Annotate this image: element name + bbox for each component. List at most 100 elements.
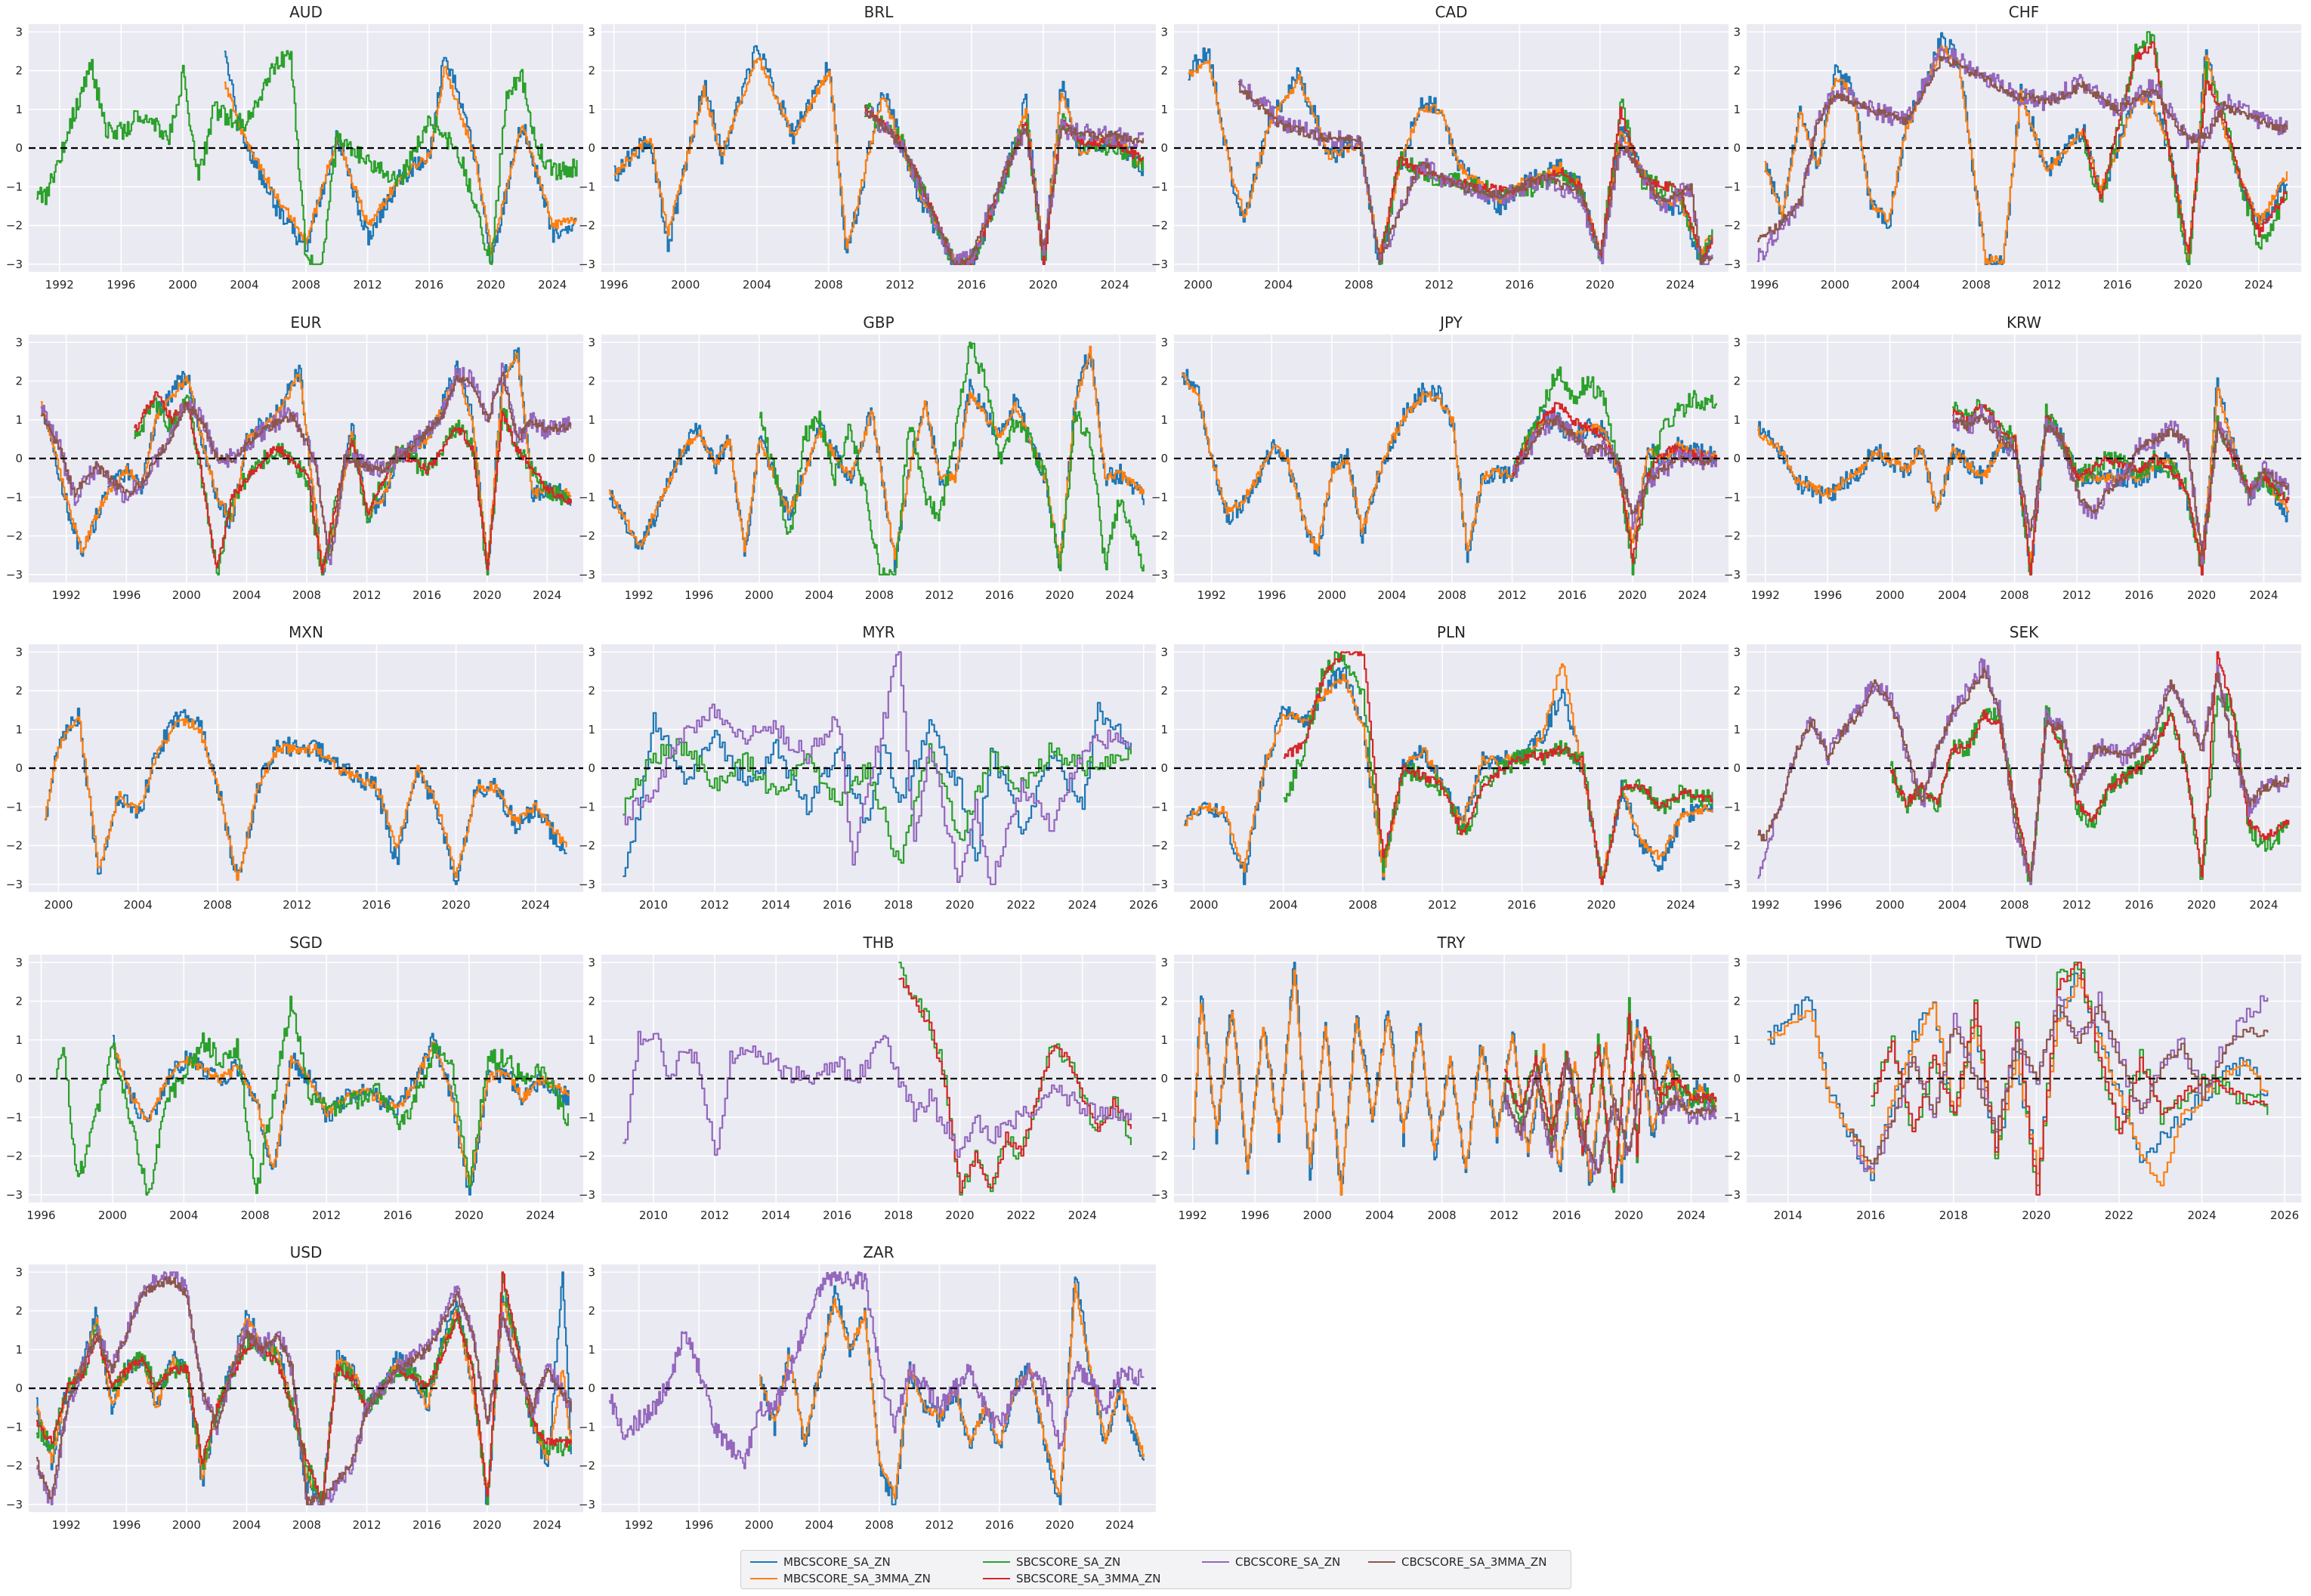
x-tick-label: 2020 [477, 278, 505, 292]
panel-title: ZAR [863, 1243, 894, 1261]
y-tick-label: −1 [1151, 490, 1168, 504]
y-tick-label: −3 [1151, 1188, 1168, 1202]
legend-label: MBCSCORE_SA_ZN [783, 1555, 891, 1569]
y-tick-label: 3 [15, 1265, 23, 1279]
panel-title: MXN [289, 623, 323, 641]
series-sbcscore-sa-zn [36, 50, 578, 265]
x-tick-label: 2000 [1821, 278, 1849, 292]
legend: MBCSCORE_SA_ZN MBCSCORE_SA_3MMA_ZN SBCSC… [740, 1550, 1571, 1589]
y-tick-label: −2 [579, 1459, 595, 1473]
legend-swatch [1202, 1561, 1229, 1563]
panel-gbp: −3 −2 −1 0 1 2 3 1992 1996 2000 2004 2008 2012 2016 20… [579, 313, 1156, 602]
legend-swatch [983, 1561, 1010, 1563]
series-sbcscore-sa-3mma-zn [134, 391, 572, 574]
x-tick-label: 2016 [823, 898, 851, 912]
legend-label: CBCSCORE_SA_3MMA_ZN [1401, 1555, 1547, 1569]
series-mbcscore-sa-3mma-zn [613, 57, 1145, 265]
y-tick-label: 0 [15, 141, 23, 155]
y-tick-label: 2 [588, 684, 595, 698]
panel-aud: −3 −2 −1 0 1 2 3 1992 1996 2000 2004 2008 2012 2016 20… [6, 3, 583, 292]
panel-title: TWD [2005, 934, 2041, 952]
y-tick-label: 0 [15, 761, 23, 775]
x-tick-label: 1996 [112, 1518, 141, 1532]
y-tick-label: 0 [1733, 452, 1741, 465]
series-cbcscore-sa-3mma-zn [1757, 668, 2290, 882]
x-tick-label: 2016 [383, 1209, 412, 1222]
x-tick-label: 2016 [415, 278, 443, 292]
series-cbcscore-sa-zn [1757, 47, 2288, 262]
x-tick-label: 2012 [2062, 898, 2091, 912]
y-tick-label: 3 [1160, 25, 1168, 39]
y-tick-label: −1 [6, 490, 23, 504]
y-tick-label: 1 [588, 1033, 595, 1047]
x-tick-label: 2008 [865, 1518, 894, 1532]
panel-brl: −3 −2 −1 0 1 2 3 1996 2000 2004 2008 2012 2016 2020 20… [579, 3, 1156, 292]
x-tick-label: 2024 [2249, 588, 2278, 602]
y-tick-label: 2 [1160, 995, 1168, 1008]
panel-usd: −3 −2 −1 0 1 2 3 1992 1996 2000 2004 2008 2012 2016 20… [6, 1243, 583, 1532]
x-tick-label: 2016 [985, 1518, 1014, 1532]
y-tick-label: 1 [1733, 103, 1741, 116]
series-sbcscore-sa-3mma-zn [1871, 962, 2269, 1196]
y-tick-label: 3 [588, 335, 595, 349]
x-tick-label: 2012 [352, 588, 381, 602]
x-tick-label: 2016 [2124, 588, 2153, 602]
series-sbcscore-sa-zn [1871, 962, 2269, 1187]
x-tick-label: 2004 [1377, 588, 1406, 602]
x-tick-label: 2024 [2249, 898, 2278, 912]
x-tick-label: 2020 [473, 588, 502, 602]
y-tick-label: 2 [588, 375, 595, 388]
y-tick-label: −2 [579, 529, 595, 543]
series-mbcscore-sa-3mma-zn [45, 716, 567, 881]
y-tick-label: 3 [1733, 25, 1741, 39]
y-tick-label: 3 [1733, 955, 1741, 969]
x-tick-label: 2000 [168, 278, 197, 292]
y-tick-label: −1 [6, 800, 23, 813]
x-tick-label: 1992 [1751, 588, 1780, 602]
y-tick-label: 3 [1160, 955, 1168, 969]
x-tick-label: 2008 [292, 1518, 321, 1532]
x-tick-label: 2012 [700, 898, 729, 912]
panel-title: EUR [290, 313, 321, 332]
x-tick-label: 2008 [1345, 278, 1373, 292]
y-tick-label: 2 [1160, 684, 1168, 698]
y-tick-label: 0 [588, 452, 595, 465]
x-tick-label: 2016 [1558, 588, 1586, 602]
y-tick-label: −3 [6, 1188, 23, 1202]
x-tick-label: 2016 [362, 898, 391, 912]
y-tick-label: −3 [579, 1498, 595, 1511]
panel-title: TRY [1436, 934, 1466, 952]
y-tick-label: −1 [579, 800, 595, 813]
y-tick-label: 3 [1733, 335, 1741, 349]
x-tick-label: 2020 [1587, 898, 1616, 912]
x-tick-label: 1996 [684, 1518, 713, 1532]
series-cbcscore-sa-3mma-zn [1504, 1045, 1717, 1174]
x-tick-label: 2012 [2032, 278, 2061, 292]
y-tick-label: 3 [588, 1265, 595, 1279]
legend-swatch [750, 1578, 777, 1579]
panel-title: USD [290, 1243, 323, 1261]
x-tick-label: 2018 [884, 1209, 913, 1222]
y-tick-label: −2 [1151, 1150, 1168, 1163]
y-tick-label: 0 [15, 1072, 23, 1085]
legend-entry: MBCSCORE_SA_3MMA_ZN [750, 1570, 931, 1587]
x-tick-label: 2012 [925, 1518, 953, 1532]
x-tick-label: 2014 [762, 898, 790, 912]
panel-chf: −3 −2 −1 0 1 2 3 1996 2000 2004 2008 2012 2016 2020 20… [1724, 3, 2301, 292]
panel-thb: −3 −2 −1 0 1 2 3 2010 2012 2014 2016 2018 2020 2022 20… [579, 934, 1156, 1222]
x-tick-label: 2020 [2187, 898, 2216, 912]
y-tick-label: 1 [15, 1033, 23, 1047]
x-tick-label: 2022 [2105, 1209, 2133, 1222]
y-tick-label: −3 [1151, 258, 1168, 271]
y-tick-label: −2 [1724, 839, 1741, 853]
y-tick-label: −3 [579, 568, 595, 582]
x-tick-label: 2016 [2124, 898, 2153, 912]
panel-sgd: −3 −2 −1 0 1 2 3 1996 2000 2004 2008 2012 2016 2020 20… [6, 934, 583, 1222]
y-tick-label: 2 [1733, 375, 1741, 388]
x-tick-label: 2024 [521, 898, 550, 912]
x-tick-label: 2004 [1264, 278, 1293, 292]
series-sbcscore-sa-3mma-zn [36, 1271, 572, 1503]
x-tick-label: 1992 [625, 1518, 653, 1532]
x-tick-label: 2024 [533, 588, 561, 602]
y-tick-label: −2 [579, 1150, 595, 1163]
